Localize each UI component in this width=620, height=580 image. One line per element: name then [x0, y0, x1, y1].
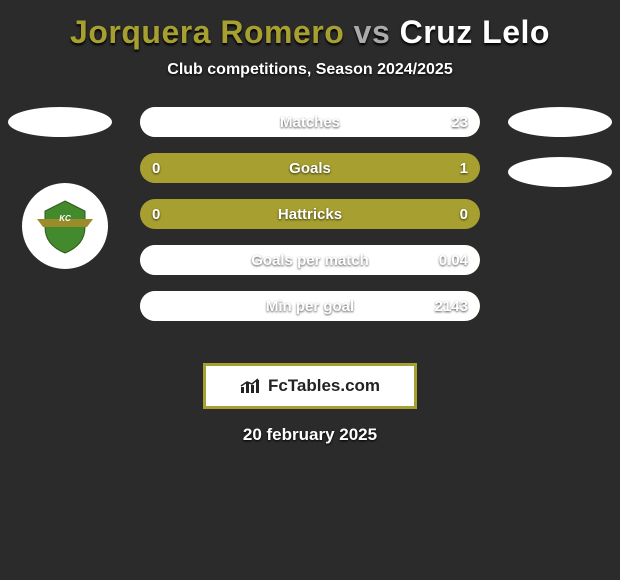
comparison-main: KC Matches23Goals01Hattricks00Goals per … [0, 107, 620, 357]
club-shield-icon: KC [35, 197, 95, 255]
stat-value-player2: 2143 [435, 291, 468, 321]
stat-label: Hattricks [140, 199, 480, 229]
stat-label: Min per goal [140, 291, 480, 321]
stat-value-player2: 23 [451, 107, 468, 137]
stat-label: Goals per match [140, 245, 480, 275]
stat-label: Matches [140, 107, 480, 137]
stat-value-player2: 0 [460, 199, 468, 229]
player2-placeholder-oval-1 [508, 107, 612, 137]
stat-value-player2: 0.04 [439, 245, 468, 275]
stat-value-player1: 0 [152, 199, 160, 229]
stat-row: Hattricks0 0 [140, 199, 480, 229]
stat-row: Goals per match0.04 [140, 245, 480, 275]
player2-name: Cruz Lelo [400, 14, 550, 50]
source-logo-text: FcTables.com [268, 376, 380, 396]
widget-root: Jorquera Romero vs Cruz Lelo Club compet… [0, 0, 620, 445]
source-logo[interactable]: FcTables.com [203, 363, 417, 409]
svg-text:KC: KC [59, 214, 71, 223]
stat-label: Goals [140, 153, 480, 183]
subtitle: Club competitions, Season 2024/2025 [0, 61, 620, 79]
club-badge: KC [22, 183, 108, 269]
bar-chart-icon [240, 377, 262, 395]
stat-value-player1: 0 [152, 153, 160, 183]
stat-row: Min per goal2143 [140, 291, 480, 321]
footer-date: 20 february 2025 [0, 425, 620, 445]
player2-placeholder-oval-2 [508, 157, 612, 187]
stat-row: Goals0 1 [140, 153, 480, 183]
stat-value-player2: 1 [460, 153, 468, 183]
stat-row: Matches23 [140, 107, 480, 137]
player1-placeholder-oval [8, 107, 112, 137]
player1-name: Jorquera Romero [70, 14, 344, 50]
comparison-title: Jorquera Romero vs Cruz Lelo [0, 14, 620, 51]
stat-bars: Matches23Goals01Hattricks00Goals per mat… [140, 107, 480, 337]
vs-label: vs [354, 14, 391, 50]
